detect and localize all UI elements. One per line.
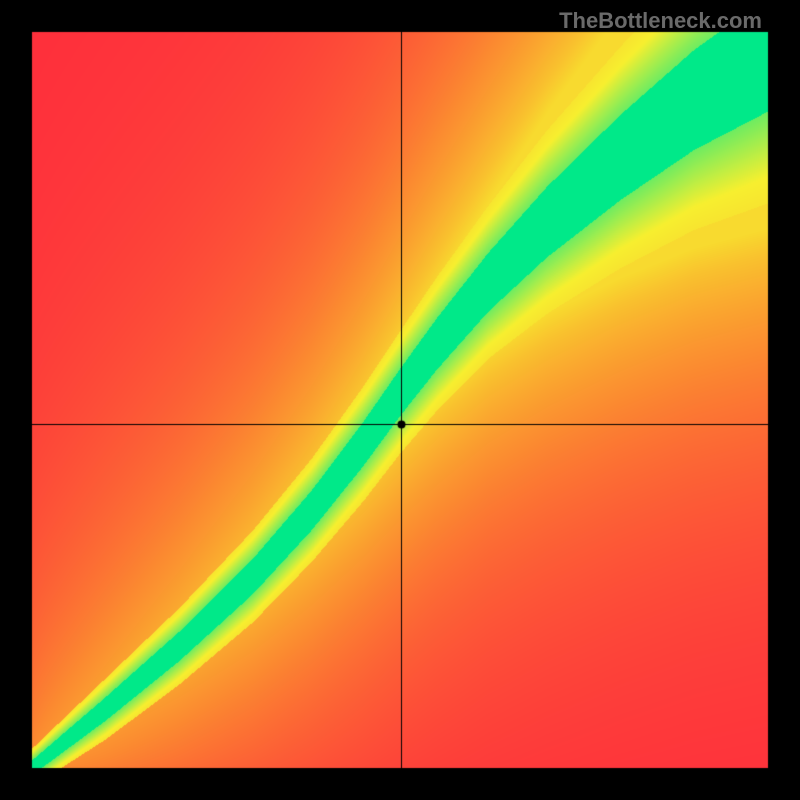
watermark-text: TheBottleneck.com [559,8,762,34]
chart-container: TheBottleneck.com [0,0,800,800]
heatmap-canvas [0,0,800,800]
